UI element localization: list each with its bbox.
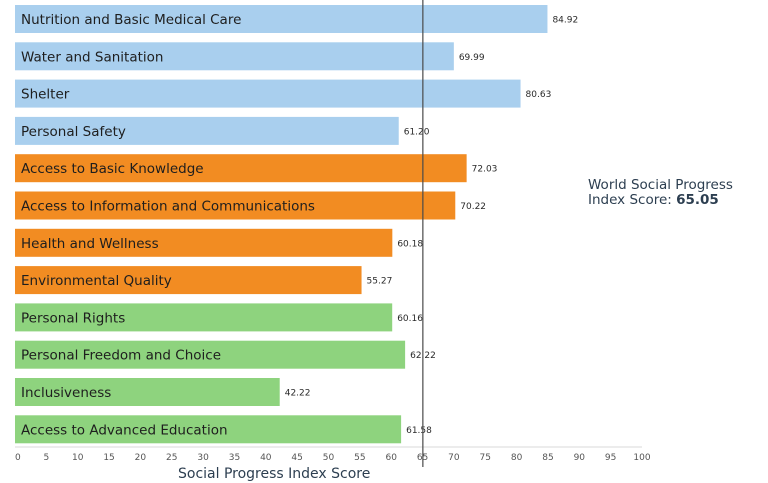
x-tick-label: 0 bbox=[15, 453, 21, 463]
bar-value-label: 80.63 bbox=[526, 90, 552, 100]
x-tick-label: 90 bbox=[574, 453, 586, 463]
x-tick-label: 50 bbox=[323, 453, 335, 463]
x-tick-label: 25 bbox=[166, 453, 177, 463]
bar bbox=[15, 191, 456, 220]
bar-value-label: 61.20 bbox=[404, 127, 430, 137]
bar-category-label: Inclusiveness bbox=[21, 385, 111, 401]
bar bbox=[15, 228, 393, 257]
x-tick-label: 55 bbox=[354, 453, 365, 463]
bar-category-label: Nutrition and Basic Medical Care bbox=[21, 12, 241, 28]
x-tick-label: 60 bbox=[385, 453, 397, 463]
bar bbox=[15, 340, 406, 369]
bar bbox=[15, 79, 521, 108]
reference-line-score-label: Index Score: 65.05 bbox=[588, 192, 719, 208]
bar bbox=[15, 42, 454, 71]
x-tick-label: 10 bbox=[72, 453, 84, 463]
bar bbox=[15, 154, 467, 183]
x-axis-title: Social Progress Index Score bbox=[178, 466, 370, 482]
x-tick-label: 40 bbox=[260, 453, 272, 463]
reference-line-score-prefix: Index Score: bbox=[588, 192, 676, 208]
bar-category-label: Access to Information and Communications bbox=[21, 199, 315, 215]
bar-value-label: 42.22 bbox=[285, 389, 311, 399]
bars-layer: Nutrition and Basic Medical Care 84.92 Wat… bbox=[15, 5, 578, 444]
bar-category-label: Access to Advanced Education bbox=[21, 422, 228, 438]
x-tick-label: 75 bbox=[480, 453, 491, 463]
bar bbox=[15, 378, 280, 406]
x-tick-label: 30 bbox=[197, 453, 209, 463]
bar-category-label: Personal Freedom and Choice bbox=[21, 348, 221, 364]
x-tick-label: 95 bbox=[605, 453, 616, 463]
bar-value-label: 84.92 bbox=[552, 16, 578, 26]
x-tick-label: 20 bbox=[135, 453, 147, 463]
x-tick-label: 45 bbox=[291, 453, 302, 463]
x-tick-label: 100 bbox=[633, 453, 650, 463]
bar-value-label: 60.18 bbox=[397, 239, 423, 249]
bar-value-label: 70.22 bbox=[460, 202, 486, 212]
bar-value-label: 69.99 bbox=[459, 53, 485, 63]
bar-value-label: 55.27 bbox=[367, 277, 393, 287]
x-tick-label: 80 bbox=[511, 453, 523, 463]
x-tick-label: 70 bbox=[448, 453, 460, 463]
bar bbox=[15, 303, 393, 332]
x-tick-label: 85 bbox=[542, 453, 553, 463]
bar-category-label: Water and Sanitation bbox=[21, 49, 163, 65]
bar-category-label: Environmental Quality bbox=[21, 273, 172, 289]
bar-category-label: Health and Wellness bbox=[21, 236, 159, 252]
bar-category-label: Shelter bbox=[21, 87, 70, 103]
x-tick-label: 15 bbox=[103, 453, 114, 463]
bar-value-label: 60.16 bbox=[397, 314, 423, 324]
bar-category-label: Personal Safety bbox=[21, 124, 126, 140]
x-tick-label: 5 bbox=[43, 453, 49, 463]
x-tick-label: 35 bbox=[229, 453, 240, 463]
x-axis: 0510152025303540455055606570758085909510… bbox=[15, 446, 651, 463]
bar-category-label: Personal Rights bbox=[21, 310, 125, 326]
bar bbox=[15, 266, 362, 295]
bar bbox=[15, 5, 548, 33]
bar-value-label: 72.03 bbox=[472, 165, 498, 175]
bar bbox=[15, 415, 402, 444]
bar-value-label: 61.58 bbox=[406, 426, 432, 436]
bar bbox=[15, 116, 399, 145]
bar-category-label: Access to Basic Knowledge bbox=[21, 161, 204, 177]
reference-line-score-value: 65.05 bbox=[676, 192, 719, 208]
reference-line-label: World Social Progress bbox=[588, 177, 733, 193]
